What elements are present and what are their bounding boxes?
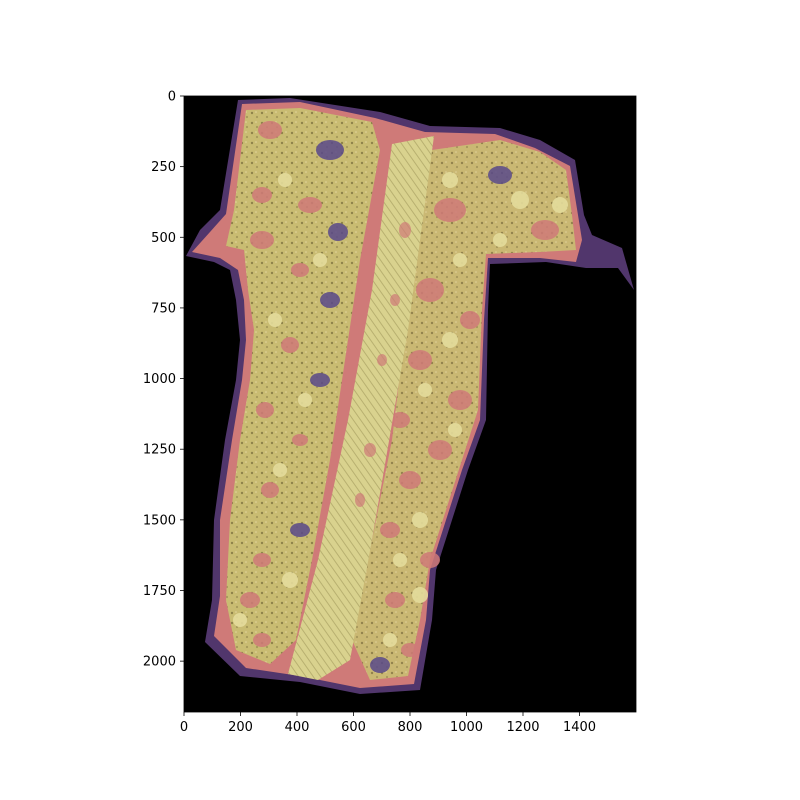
x-axis: 0 200 400 600 800 1000 1200 1400 [180,712,596,735]
x-tick-label: 200 [228,720,253,735]
x-tick-label: 0 [180,720,188,735]
y-tick-label: 750 [151,301,176,316]
y-tick-label: 250 [151,160,176,175]
tissue-blobs [240,121,559,673]
tissue-region-right [352,140,576,680]
y-axis: 0 250 500 750 1000 1250 1500 1750 2000 [143,90,184,670]
x-tick-label: 800 [398,720,423,735]
y-tick-label: 1000 [143,372,176,387]
y-tick-label: 1500 [143,513,176,528]
y-tick-label: 1750 [143,584,176,599]
y-tick-label: 1250 [143,443,176,458]
x-tick-label: 1000 [450,720,483,735]
x-tick-label: 600 [341,720,366,735]
y-tick-label: 2000 [143,655,176,670]
y-tick-label: 0 [168,90,176,105]
x-tick-label: 1200 [506,720,539,735]
image-area [184,96,636,712]
x-tick-label: 400 [285,720,310,735]
central-bar [288,136,434,680]
y-tick-label: 500 [151,231,176,246]
tissue-particles [233,172,568,647]
central-bar-spots [355,222,411,507]
x-tick-label: 1400 [563,720,596,735]
